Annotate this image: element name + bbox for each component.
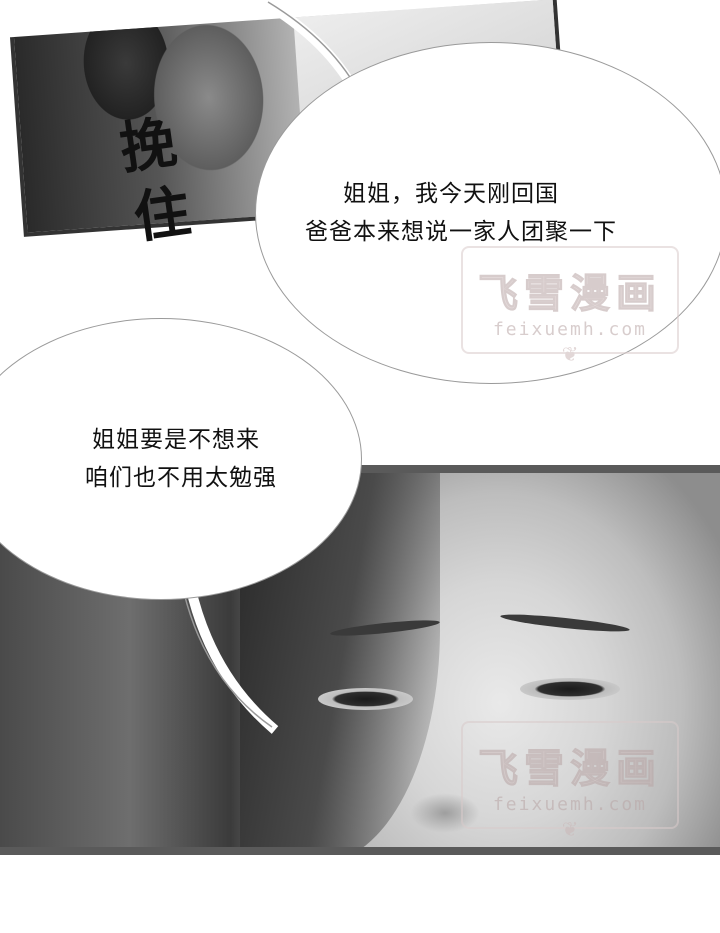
bubble2-tail [180,585,290,735]
right-eye [520,678,620,700]
watermark-ornament-icon: ❦ [562,817,579,841]
sound-effect: 挽 住 [120,108,230,268]
watermark-frame [461,246,679,354]
bubble2-line-2: 咱们也不用太勉强 [85,459,277,497]
bubble1-line-1: 姐姐，我今天刚回国 [343,175,559,213]
bubble2-line-1: 姐姐要是不想来 [92,421,260,459]
sfx-char-2: 住 [130,172,235,255]
right-eyebrow [500,611,630,635]
watermark-ornament-icon: ❦ [562,342,579,366]
left-eye [318,688,413,710]
watermark-2: 飞雪漫画 feixuemh.com ❦ [455,715,685,835]
watermark-1: 飞雪漫画 feixuemh.com ❦ [455,240,685,360]
watermark-frame [461,721,679,829]
